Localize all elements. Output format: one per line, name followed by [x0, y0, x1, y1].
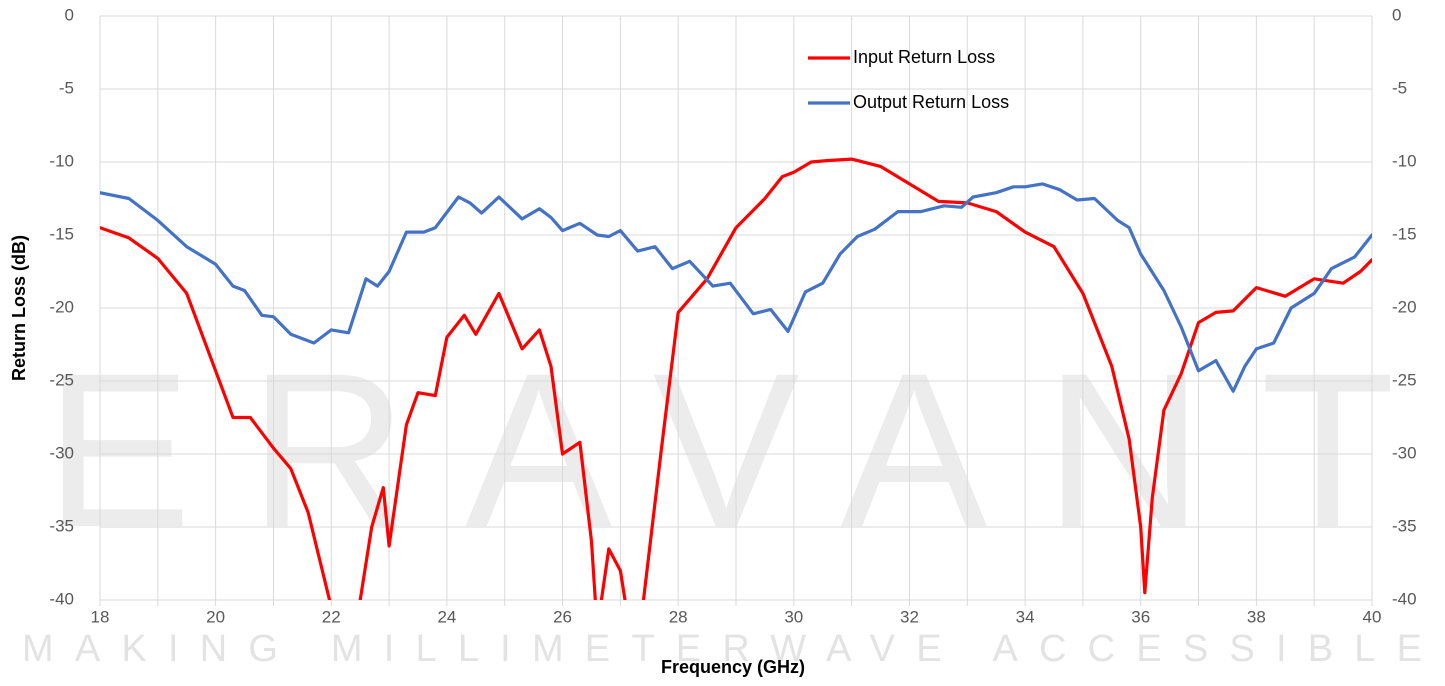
y-tick-label: -35 — [49, 516, 74, 535]
watermark-layer: ERAVANT MAKING MILLIMETERWAVE ACCESSIBLE — [22, 327, 1422, 670]
x-tick-label: 22 — [322, 607, 341, 626]
x-tick-label: 34 — [1016, 607, 1035, 626]
y-tick-label: -20 — [49, 297, 74, 316]
legend-label: Output Return Loss — [853, 92, 1009, 112]
y2-tick-label: -40 — [1392, 589, 1417, 608]
y-tick-label: -25 — [49, 370, 74, 389]
y-axis-label: Return Loss (dB) — [9, 235, 29, 381]
data-line — [100, 182, 1372, 393]
x-tick-label: 28 — [669, 607, 688, 626]
y2-tick-label: -5 — [1392, 78, 1407, 97]
y2-tick-label: -10 — [1392, 151, 1417, 170]
plot-area — [100, 157, 1372, 600]
y2-tick-label: -15 — [1392, 224, 1417, 243]
x-tick-label: 40 — [1363, 607, 1382, 626]
y-tick-label: -5 — [59, 78, 74, 97]
y-tick-label: 0 — [65, 5, 74, 24]
x-axis-label: Frequency (GHz) — [661, 657, 805, 677]
x-tick-label: 38 — [1247, 607, 1266, 626]
x-tick-label: 30 — [784, 607, 803, 626]
watermark-tagline: MAKING MILLIMETERWAVE ACCESSIBLE — [22, 628, 1422, 670]
y2-tick-label: -20 — [1392, 297, 1417, 316]
y-tick-label: -30 — [49, 443, 74, 462]
x-tick-label: 32 — [900, 607, 919, 626]
y2-tick-label: -25 — [1392, 370, 1417, 389]
grid: -40 -35 -30 -25 -20 -15 -10 -5 0 -40 -35 -30 -25 -20 -… — [49, 5, 1416, 626]
y2-tick-label: 0 — [1392, 5, 1401, 24]
data-line — [100, 157, 1372, 600]
watermark: ERAVANT — [45, 327, 1395, 573]
y-tick-label: -40 — [49, 589, 74, 608]
y2-tick-label: -35 — [1392, 516, 1417, 535]
x-tick-label: 24 — [437, 607, 456, 626]
x-tick-label: 36 — [1131, 607, 1150, 626]
y2-tick-label: -30 — [1392, 443, 1417, 462]
y-tick-label: -10 — [49, 151, 74, 170]
y-tick-label: -15 — [49, 224, 74, 243]
x-tick-label: 26 — [553, 607, 572, 626]
legend-label: Input Return Loss — [853, 47, 995, 67]
x-tick-label: 20 — [206, 607, 225, 626]
x-tick-label: 18 — [91, 607, 110, 626]
